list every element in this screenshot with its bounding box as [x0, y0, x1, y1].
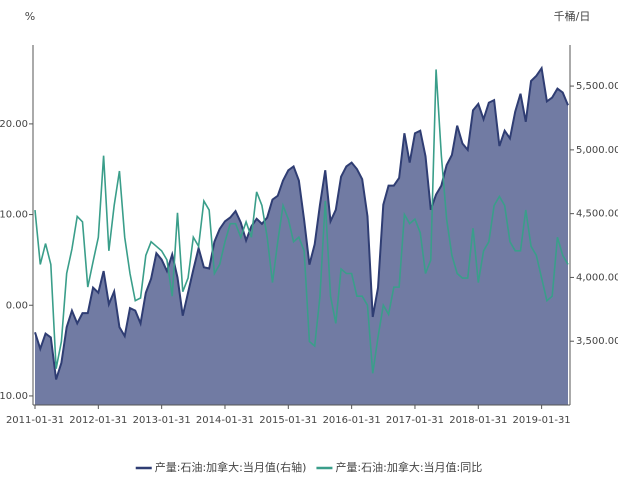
- legend-label: 产量:石油:加拿大:当月值:同比: [335, 460, 482, 474]
- x-tick-label: 2012-01-31: [69, 415, 127, 426]
- legend-label: 产量:石油:加拿大:当月值(右轴): [155, 460, 307, 474]
- x-tick-label: 2019-01-31: [513, 415, 571, 426]
- y2-tick-label: 4,500.00: [576, 209, 618, 220]
- x-tick-label: 2016-01-31: [323, 415, 381, 426]
- y-axis-unit: %: [25, 10, 35, 23]
- x-tick-label: 2013-01-31: [133, 415, 191, 426]
- y-tick-label: 20.00: [0, 119, 28, 130]
- y2-tick-label: 4,000.00: [576, 272, 618, 283]
- y2-tick-label: 5,500.00: [576, 81, 618, 92]
- x-tick-label: 2014-01-31: [196, 415, 254, 426]
- x-tick-label: 2015-01-31: [259, 415, 317, 426]
- y-tick-label: -10.00: [0, 391, 28, 402]
- y2-axis-unit: 千桶/日: [554, 9, 591, 23]
- x-tick-label: 2018-01-31: [449, 415, 507, 426]
- x-tick-label: 2011-01-31: [6, 415, 64, 426]
- area: [35, 68, 568, 405]
- line: [34, 69, 569, 374]
- y2-tick-label: 3,500.00: [576, 336, 618, 347]
- x-tick-label: 2017-01-31: [386, 415, 444, 426]
- area-top-line: [34, 65, 569, 380]
- y-tick-label: 10.00: [0, 210, 28, 221]
- y2-tick-label: 5,000.00: [576, 145, 618, 156]
- y-tick-label: 0.00: [6, 300, 28, 311]
- legend: 产量:石油:加拿大:当月值(右轴) 产量:石油:加拿大:当月值:同比: [135, 460, 482, 474]
